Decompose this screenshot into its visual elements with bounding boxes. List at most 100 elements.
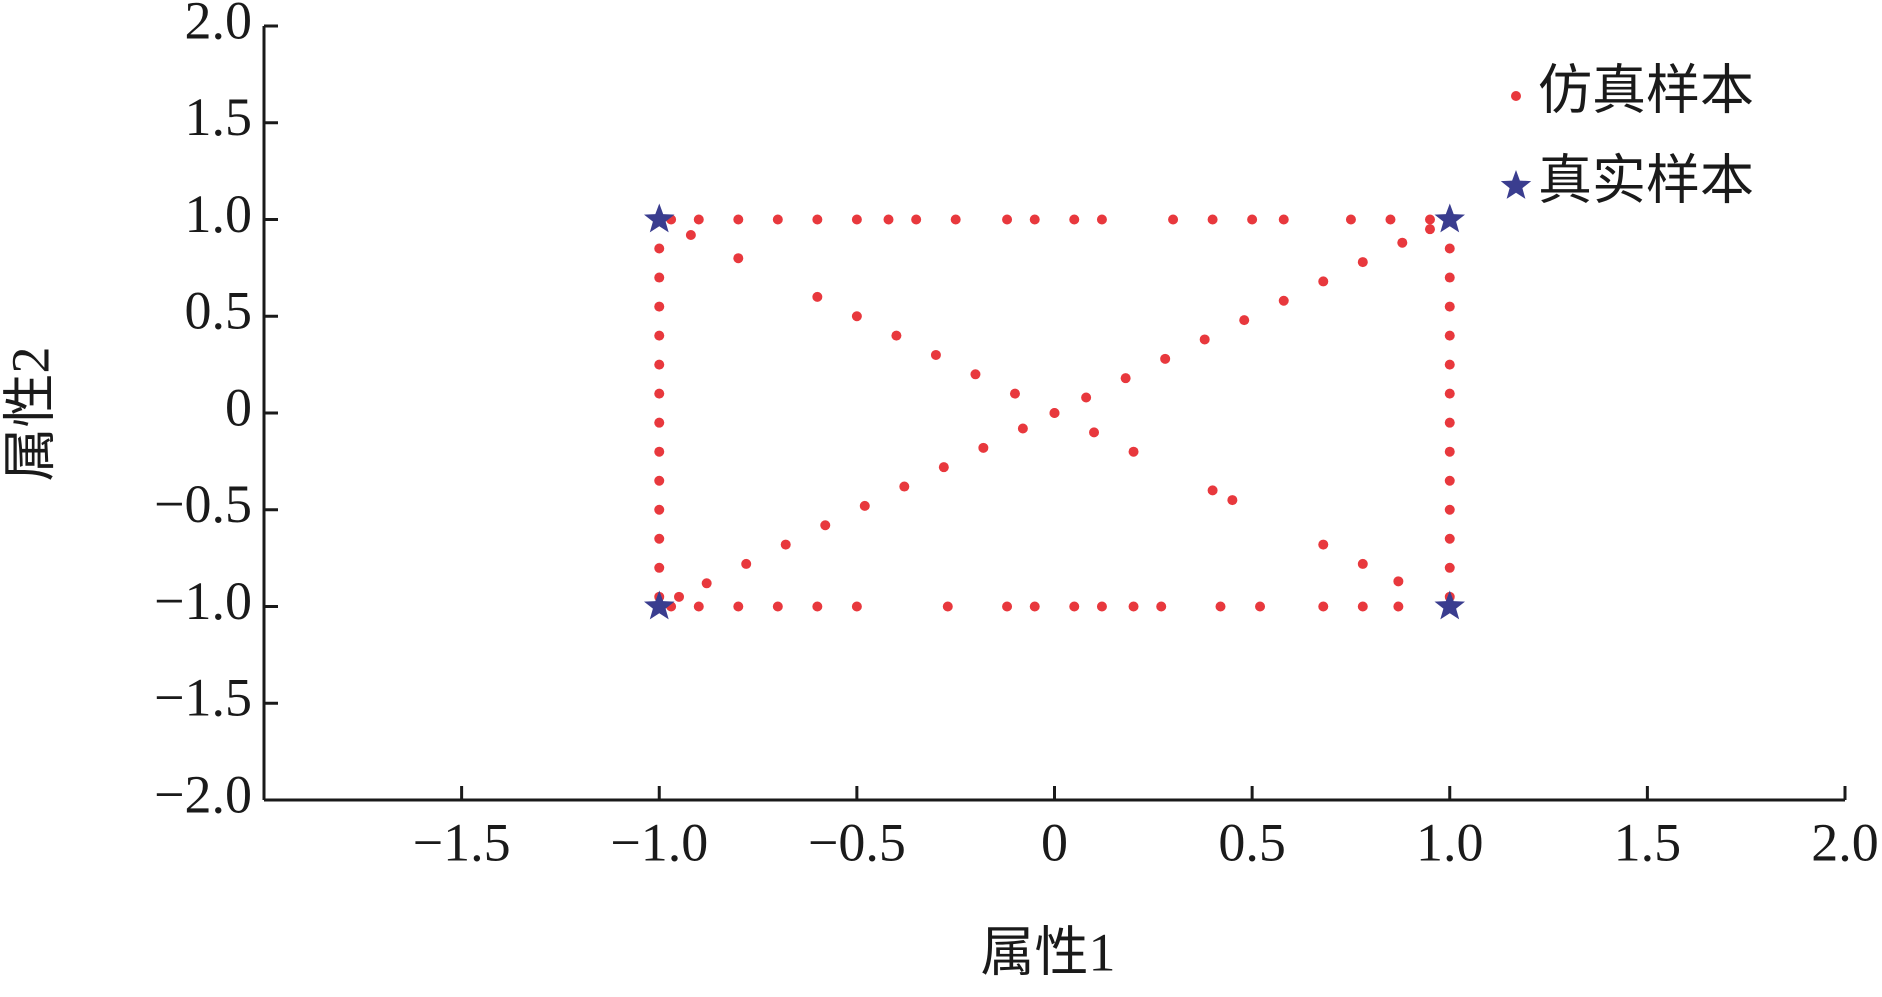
y-tick-label: −1.5 — [154, 668, 252, 728]
sim-sample-point — [654, 359, 665, 370]
x-tick-label: −1.5 — [413, 812, 511, 872]
sim-sample-point — [1444, 533, 1455, 544]
sim-sample-point — [1207, 485, 1218, 496]
sim-sample-point — [1120, 373, 1131, 384]
sim-sample-point — [1424, 214, 1435, 225]
sim-sample-point — [1444, 301, 1455, 312]
sim-sample-point — [654, 417, 665, 428]
sim-sample-point — [911, 214, 922, 225]
sim-sample-point — [1199, 334, 1210, 345]
sim-sample-point — [1049, 408, 1060, 418]
sim-sample-point — [685, 229, 696, 240]
real-sample-point — [644, 203, 675, 233]
sim-sample-point — [883, 214, 894, 225]
sim-sample-point — [1393, 576, 1404, 587]
sim-sample-point — [1002, 214, 1013, 225]
sim-sample-point — [1017, 423, 1028, 434]
real-sample-point — [1434, 203, 1465, 233]
y-tick-label: 1.0 — [185, 184, 253, 244]
y-tick-label: 2.0 — [185, 0, 253, 50]
sim-sample-point — [1345, 214, 1356, 225]
sim-sample-point — [1156, 601, 1167, 612]
y-tick-label: 0 — [225, 377, 252, 437]
sim-sample-point — [1357, 601, 1368, 612]
sim-sample-point — [1096, 601, 1107, 612]
sim-sample-point — [1081, 392, 1092, 403]
sim-sample-point — [1393, 601, 1404, 612]
sim-sample-point — [654, 243, 665, 254]
sim-sample-point — [938, 462, 949, 473]
x-tick-label: 2.0 — [1811, 812, 1879, 872]
y-tick-label: 1.5 — [185, 87, 253, 147]
sim-sample-point — [1089, 427, 1100, 438]
sim-sample-point — [851, 311, 862, 322]
sim-sample-point — [733, 214, 744, 225]
sim-sample-point — [812, 214, 823, 225]
x-tick-label: 1.0 — [1416, 812, 1484, 872]
sim-sample-point — [1247, 214, 1258, 225]
sim-sample-point — [654, 504, 665, 515]
sim-sample-point — [701, 578, 712, 589]
sim-sample-point — [1239, 315, 1250, 326]
sim-sample-point — [891, 330, 902, 341]
y-tick-label: −1.0 — [154, 571, 252, 631]
sim-sample-point — [1096, 214, 1107, 225]
sim-sample-point — [654, 272, 665, 283]
sim-sample-point — [1444, 243, 1455, 254]
legend-marker — [1511, 91, 1521, 101]
y-tick-label: −2.0 — [154, 764, 252, 824]
real-sample-point — [644, 590, 675, 620]
sim-sample-point — [1215, 601, 1226, 612]
sim-sample-point — [1444, 359, 1455, 370]
sim-sample-point — [654, 388, 665, 399]
sim-sample-point — [1255, 601, 1266, 612]
sim-sample-point — [1397, 237, 1408, 248]
sim-sample-point — [1278, 214, 1289, 225]
sim-sample-point — [780, 539, 791, 550]
sim-sample-point — [772, 214, 783, 225]
sim-sample-point — [1207, 214, 1218, 225]
y-tick-label: −0.5 — [154, 474, 252, 534]
sim-sample-point — [1444, 504, 1455, 515]
sim-sample-point — [859, 500, 870, 511]
sim-sample-point — [1444, 330, 1455, 341]
sim-sample-point — [1029, 601, 1040, 612]
legend-label: 真实样本 — [1538, 150, 1754, 210]
sim-sample-point — [899, 481, 910, 492]
sim-sample-point — [1069, 601, 1080, 612]
sim-sample-point — [812, 601, 823, 612]
sim-sample-point — [1424, 224, 1435, 235]
legend-marker — [1500, 170, 1532, 199]
sim-sample-point — [1029, 214, 1040, 225]
sim-sample-point — [654, 446, 665, 457]
x-tick-label: 1.5 — [1614, 812, 1682, 872]
legend-label: 仿真样本 — [1538, 60, 1754, 120]
sim-sample-point — [1128, 601, 1139, 612]
sim-sample-point — [1009, 388, 1020, 399]
sim-sample-point — [654, 330, 665, 341]
sim-sample-point — [733, 601, 744, 612]
real-sample-point — [1434, 590, 1465, 620]
sim-sample-point — [1444, 417, 1455, 428]
sim-sample-point — [654, 533, 665, 544]
sim-sample-point — [654, 301, 665, 312]
sim-sample-point — [1385, 214, 1396, 225]
sim-sample-point — [1318, 601, 1329, 612]
sim-sample-point — [1357, 257, 1368, 268]
sim-sample-point — [970, 369, 981, 380]
sim-sample-point — [930, 349, 941, 360]
sim-sample-point — [1357, 558, 1368, 569]
x-tick-label: 0.5 — [1218, 812, 1286, 872]
sim-sample-point — [942, 601, 953, 612]
sim-sample-point — [1227, 495, 1238, 506]
y-tick-label: 0.5 — [185, 281, 253, 341]
sim-sample-point — [1002, 601, 1013, 612]
sim-sample-point — [741, 558, 752, 569]
sim-sample-point — [812, 291, 823, 302]
sim-sample-point — [1444, 562, 1455, 573]
sim-sample-point — [1278, 295, 1289, 306]
sim-sample-point — [820, 520, 831, 531]
x-tick-label: −1.0 — [610, 812, 708, 872]
sim-sample-point — [1318, 539, 1329, 550]
